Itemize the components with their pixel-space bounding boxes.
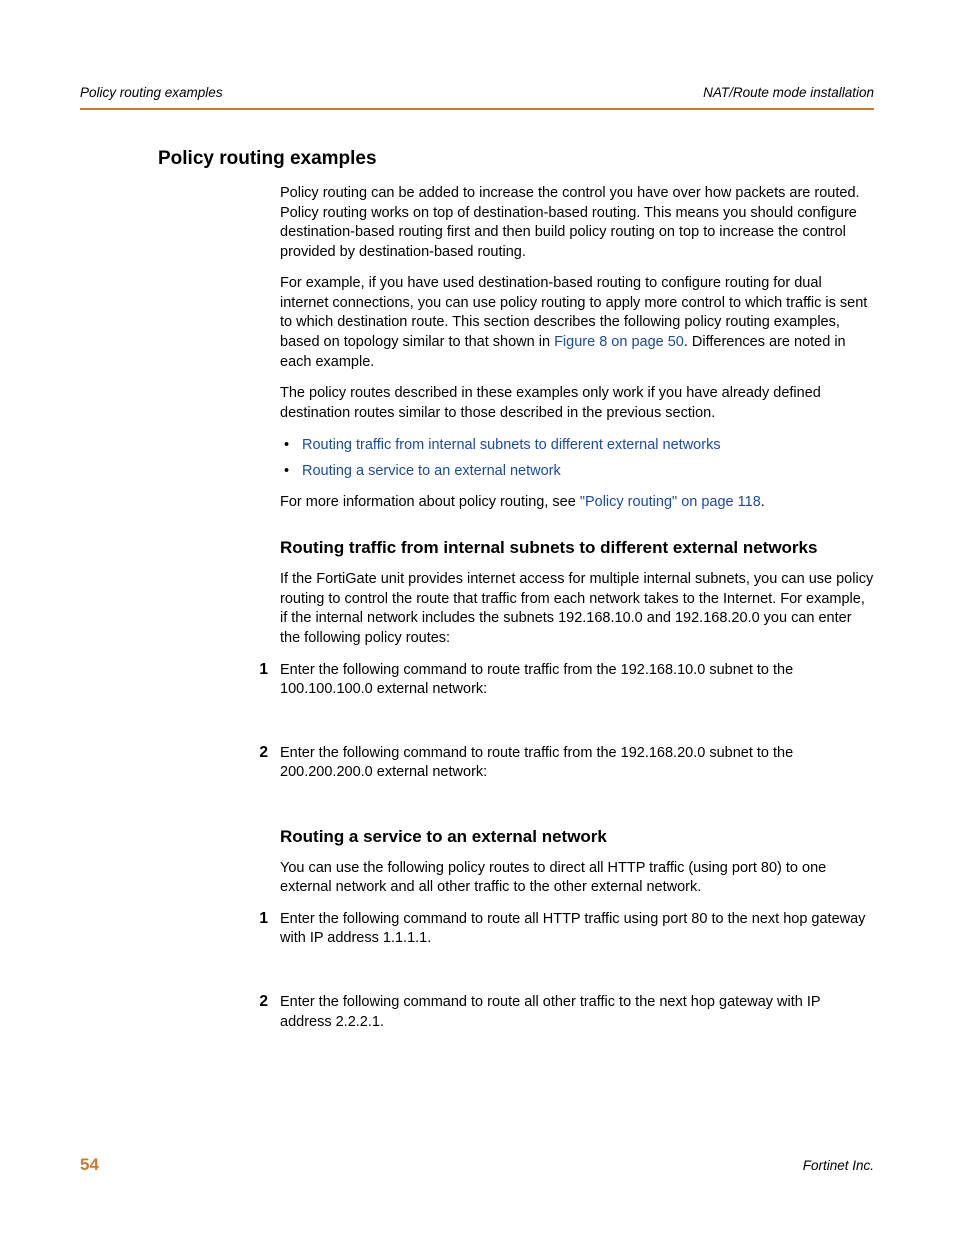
link-bullet-1[interactable]: Routing traffic from internal subnets to… <box>302 435 721 457</box>
content: Policy routing examples Policy routing c… <box>80 110 874 1032</box>
numbered-step: 1 Enter the following command to route a… <box>80 910 874 949</box>
numbered-step: 1 Enter the following command to route t… <box>80 661 874 700</box>
para-intro-3: The policy routes described in these exa… <box>280 384 874 423</box>
bullet-item: • Routing a service to an external netwo… <box>280 461 874 483</box>
para-subnets: If the FortiGate unit provides internet … <box>280 570 874 648</box>
step-text-3: Enter the following command to route all… <box>280 910 874 949</box>
heading-2-subnets: Routing traffic from internal subnets to… <box>280 538 874 558</box>
para-intro-1: Policy routing can be added to increase … <box>280 184 874 262</box>
para-service: You can use the following policy routes … <box>280 859 874 898</box>
bullet-icon: • <box>280 461 302 483</box>
para-4-text-b: . <box>761 494 765 510</box>
step-text-1: Enter the following command to route tra… <box>280 661 874 700</box>
para-intro-2: For example, if you have used destinatio… <box>280 274 874 372</box>
step-number: 2 <box>252 993 268 1011</box>
header-right: NAT/Route mode installation <box>703 85 874 100</box>
heading-1: Policy routing examples <box>158 148 874 170</box>
numbered-step: 2 Enter the following command to route t… <box>80 744 874 783</box>
page: Policy routing examples NAT/Route mode i… <box>0 0 954 1235</box>
bullet-list: • Routing traffic from internal subnets … <box>280 435 874 483</box>
header-left: Policy routing examples <box>80 85 223 100</box>
link-figure-8[interactable]: Figure 8 on page 50 <box>554 334 684 350</box>
footer: 54 Fortinet Inc. <box>80 1155 874 1175</box>
step-number: 1 <box>252 910 268 928</box>
para-more-info: For more information about policy routin… <box>280 493 874 513</box>
link-bullet-2[interactable]: Routing a service to an external network <box>302 461 561 483</box>
para-4-text-a: For more information about policy routin… <box>280 494 580 510</box>
step-number: 2 <box>252 744 268 762</box>
link-policy-routing[interactable]: "Policy routing" on page 118 <box>580 494 761 510</box>
step-text-4: Enter the following command to route all… <box>280 993 874 1032</box>
footer-brand: Fortinet Inc. <box>803 1158 874 1173</box>
numbered-step: 2 Enter the following command to route a… <box>80 993 874 1032</box>
bullet-icon: • <box>280 435 302 457</box>
page-number: 54 <box>80 1155 99 1175</box>
step-text-2: Enter the following command to route tra… <box>280 744 874 783</box>
bullet-item: • Routing traffic from internal subnets … <box>280 435 874 457</box>
heading-2-service: Routing a service to an external network <box>280 827 874 847</box>
step-number: 1 <box>252 661 268 679</box>
running-header: Policy routing examples NAT/Route mode i… <box>80 85 874 106</box>
